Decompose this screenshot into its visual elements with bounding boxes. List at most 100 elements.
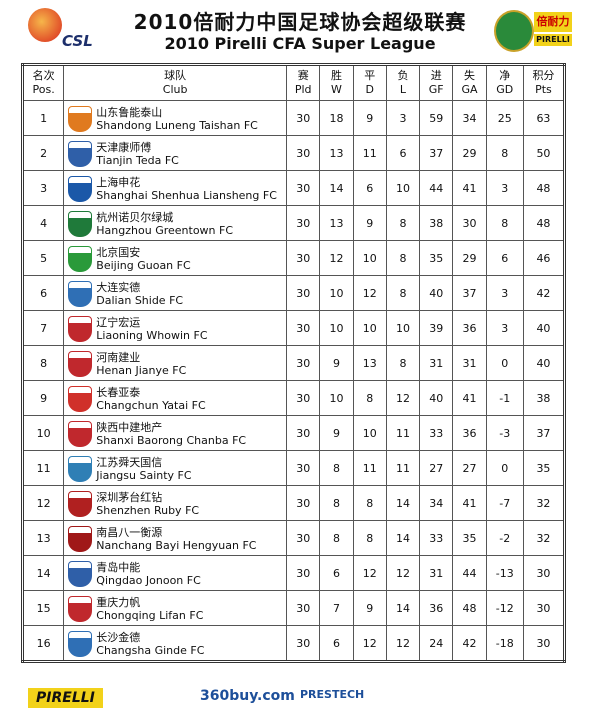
stat-cell: 12 [385,380,421,416]
stat-cell: 6 [319,625,354,662]
stat-cell: -1 [485,380,524,416]
club-cell: 杭州诺贝尔绿城 Hangzhou Greentown FC [63,205,288,241]
stat-cell: -7 [485,485,524,521]
stat-cell: 27 [419,450,454,486]
club-name-en: Liaoning Whowin FC [96,329,208,342]
stat-cell: 35 [452,520,487,556]
position: 16 [21,625,65,662]
stat-cell: 18 [319,100,354,136]
club-cell: 河南建业 Henan Jianye FC [63,345,288,381]
column-header-en: Pos. [32,83,55,96]
stat-cell: 10 [352,240,387,276]
stat-cell: 40 [419,275,454,311]
stat-cell: 8 [485,205,524,241]
table-row: 16 长沙金德 Changsha Ginde FC 30 6 12 12 24 42 -18 30 [21,625,566,662]
stat-cell: 40 [522,345,566,381]
club-name-en: Changsha Ginde FC [96,644,205,657]
sponsor-logo: 倍耐力 PIRELLI [494,10,574,54]
club-cell: 江苏舜天国信 Jiangsu Sainty FC [63,450,288,486]
stat-cell: 8 [352,485,387,521]
header: CSL 2010倍耐力中国足球协会超级联赛 2010 Pirelli CFA S… [0,0,600,62]
stat-cell: 9 [319,345,354,381]
stat-cell: 11 [385,450,421,486]
position: 7 [21,310,65,346]
stat-cell: -2 [485,520,524,556]
stat-cell: 35 [419,240,454,276]
stat-cell: 3 [485,310,524,346]
table-row: 14 青岛中能 Qingdao Jonoon FC 30 6 12 12 31 44 -13 30 [21,555,566,591]
position: 5 [21,240,65,276]
stat-cell: 13 [352,345,387,381]
table-row: 8 河南建业 Henan Jianye FC 30 9 13 8 31 31 0 40 [21,345,566,381]
stat-cell: -3 [485,415,524,451]
table-row: 11 江苏舜天国信 Jiangsu Sainty FC 30 8 11 11 27 27 0 35 [21,450,566,486]
column-header: 进 GF [419,64,454,101]
stat-cell: 30 [286,485,321,521]
stat-cell: 30 [286,205,321,241]
club-name-en: Shenzhen Ruby FC [96,504,200,517]
club-badge [68,596,93,622]
position: 6 [21,275,65,311]
stat-cell: 8 [352,520,387,556]
table-row: 13 南昌八一衡源 Nanchang Bayi Hengyuan FC 30 8 8 14 3… [21,520,566,556]
stat-cell: 6 [352,170,387,206]
stat-cell: 8 [385,275,421,311]
stat-cell: 30 [286,555,321,591]
stat-cell: 9 [319,415,354,451]
stat-cell: 30 [286,450,321,486]
stat-cell: 36 [452,310,487,346]
stat-cell: 33 [419,415,454,451]
table-row: 4 杭州诺贝尔绿城 Hangzhou Greentown FC 30 13 9 8 38 30 8… [21,205,566,241]
stat-cell: 37 [419,135,454,171]
stat-cell: 35 [522,450,566,486]
stat-cell: 12 [385,625,421,662]
stat-cell: 30 [286,380,321,416]
stat-cell: 31 [452,345,487,381]
stat-cell: 30 [286,590,321,626]
stat-cell: 10 [319,310,354,346]
stat-cell: 8 [385,345,421,381]
standings-table: 名次 Pos. 球队 Club 赛 Pld 胜 W 平 D 负 L 进 GF 失 GA 净 GD 积分 Pts 1 山东鲁… [21,63,566,663]
stat-cell: 30 [522,590,566,626]
stat-cell: 59 [419,100,454,136]
club-name-cn: 杭州诺贝尔绿城 [96,211,174,224]
stat-cell: 30 [286,520,321,556]
sponsor: 360buy.com [200,688,295,704]
stat-cell: 42 [452,625,487,662]
club-name-cn: 北京国安 [96,246,141,259]
stat-cell: 30 [286,275,321,311]
club-badge [68,351,93,377]
club-name-cn: 大连实德 [96,281,141,294]
stat-cell: 36 [452,415,487,451]
club-name-en: Shanghai Shenhua Liansheng FC [96,189,277,202]
stat-cell: 33 [419,520,454,556]
position: 10 [21,415,65,451]
stat-cell: 11 [352,135,387,171]
club-cell: 长春亚泰 Changchun Yatai FC [63,380,288,416]
club-name-cn: 江苏舜天国信 [96,456,163,469]
club-cell: 天津康师傅 Tianjin Teda FC [63,135,288,171]
stat-cell: 6 [319,555,354,591]
stat-cell: 27 [452,450,487,486]
club-name-en: Shandong Luneng Taishan FC [96,119,258,132]
stat-cell: 13 [319,135,354,171]
stat-cell: 32 [522,485,566,521]
stat-cell: 38 [419,205,454,241]
stat-cell: 25 [485,100,524,136]
club-name-cn: 上海申花 [96,176,141,189]
stat-cell: 8 [319,520,354,556]
column-header-en: GA [461,83,478,96]
table-row: 3 上海申花 Shanghai Shenhua Liansheng FC 30 14 6 1… [21,170,566,206]
club-name-en: Dalian Shide FC [96,294,184,307]
stat-cell: 34 [419,485,454,521]
stat-cell: 63 [522,100,566,136]
stat-cell: 30 [286,310,321,346]
stat-cell: 30 [286,100,321,136]
sponsor: PRESTECH [300,688,365,701]
club-name-cn: 山东鲁能泰山 [96,106,163,119]
stat-cell: 10 [319,380,354,416]
club-cell: 南昌八一衡源 Nanchang Bayi Hengyuan FC [63,520,288,556]
stat-cell: 6 [385,135,421,171]
stat-cell: 30 [286,345,321,381]
